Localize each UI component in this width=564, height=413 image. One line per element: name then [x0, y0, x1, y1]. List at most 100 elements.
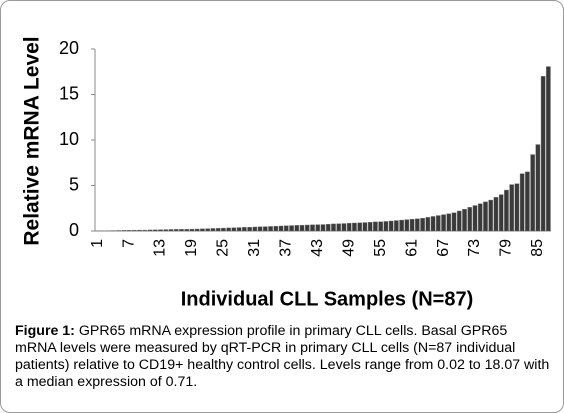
- bar: [472, 205, 478, 232]
- bar: [409, 218, 415, 232]
- bar: [200, 228, 205, 232]
- bar: [299, 224, 305, 232]
- x-tick-label: 19: [183, 239, 200, 257]
- bar: [205, 228, 210, 232]
- bar: [132, 229, 137, 232]
- bar: [273, 226, 279, 232]
- bar: [331, 223, 336, 232]
- y-tick-label: 0: [69, 220, 79, 240]
- bar: [320, 224, 326, 232]
- caption-label: Figure 1:: [15, 323, 75, 339]
- bar: [425, 217, 431, 232]
- bar: [451, 212, 457, 232]
- bar: [278, 225, 284, 232]
- x-tick-label: 67: [435, 239, 452, 257]
- bar: [509, 184, 514, 232]
- bar: [194, 228, 200, 232]
- bar: [546, 66, 551, 232]
- bar: [263, 226, 268, 232]
- bar: [231, 227, 237, 232]
- bar: [378, 221, 383, 232]
- x-tick-label: 31: [246, 239, 263, 257]
- bar: [247, 226, 252, 232]
- bar: [179, 229, 184, 232]
- bar: [373, 221, 378, 232]
- bar: [142, 229, 148, 232]
- bar: [210, 228, 216, 232]
- bar: [336, 223, 342, 232]
- y-tick-label: 10: [59, 129, 79, 149]
- bar: [284, 225, 289, 232]
- bar: [456, 210, 462, 232]
- bar: [252, 226, 258, 232]
- y-axis-label: Relative mRNA Level: [21, 36, 44, 245]
- bar: [184, 228, 190, 232]
- bar: [163, 229, 169, 232]
- y-tick-label: 5: [69, 174, 79, 194]
- x-tick-label: 37: [278, 239, 295, 257]
- bar: [357, 222, 362, 232]
- bar: [304, 224, 310, 232]
- x-tick-label: 1: [89, 239, 106, 248]
- bar: [137, 229, 142, 232]
- bar: [514, 183, 520, 232]
- bar: [530, 154, 535, 232]
- x-tick-label: 85: [529, 239, 546, 257]
- bar: [488, 199, 494, 232]
- bar: [504, 189, 509, 232]
- bar: [430, 216, 436, 232]
- x-tick-label: 55: [372, 239, 389, 257]
- bar: [383, 221, 389, 232]
- x-tick-label: 49: [340, 239, 357, 257]
- bar: [467, 207, 473, 232]
- bar: [310, 224, 315, 232]
- x-tick-label: 73: [466, 239, 483, 257]
- bar: [226, 227, 231, 232]
- bar: [540, 76, 546, 232]
- bar: [446, 213, 452, 232]
- bar: [116, 230, 121, 232]
- bar: [388, 220, 394, 232]
- bar: [441, 214, 446, 232]
- bar: [173, 229, 179, 232]
- bar: [477, 203, 483, 232]
- bar: [462, 208, 467, 232]
- caption: Figure 1: GPR65 mRNA expression profile …: [15, 323, 551, 391]
- bar: [289, 225, 294, 232]
- y-tick-label: 20: [59, 38, 79, 58]
- bar: [268, 226, 273, 232]
- x-tick-label: 61: [403, 239, 420, 257]
- bar: [483, 201, 488, 232]
- bar: [126, 230, 132, 232]
- bar: [525, 171, 530, 232]
- x-tick-label: 43: [309, 239, 326, 257]
- bar: [535, 144, 541, 232]
- x-tick-label: 25: [215, 239, 232, 257]
- bar: [294, 225, 300, 232]
- bar: [436, 215, 441, 232]
- bar: [498, 194, 504, 232]
- bar: [420, 218, 425, 232]
- bar: [242, 227, 247, 232]
- bar: [236, 227, 242, 232]
- bar: [158, 229, 163, 232]
- x-tick-label: 7: [120, 239, 137, 248]
- x-axis-label: Individual CLL Samples (N=87): [181, 288, 473, 310]
- bar: [168, 229, 174, 232]
- bar: [152, 229, 158, 232]
- bar: [147, 229, 153, 232]
- x-tick-label: 13: [152, 239, 169, 257]
- bar: [221, 227, 226, 232]
- bar: [399, 219, 404, 232]
- bar: [394, 220, 399, 232]
- bar: [257, 226, 263, 232]
- bar: [121, 230, 127, 232]
- bar: [404, 219, 410, 232]
- bar: [341, 223, 347, 232]
- bar: [189, 228, 195, 232]
- bar: [415, 218, 420, 232]
- bar: [215, 228, 221, 232]
- bar: [352, 222, 357, 232]
- bar: [346, 223, 352, 232]
